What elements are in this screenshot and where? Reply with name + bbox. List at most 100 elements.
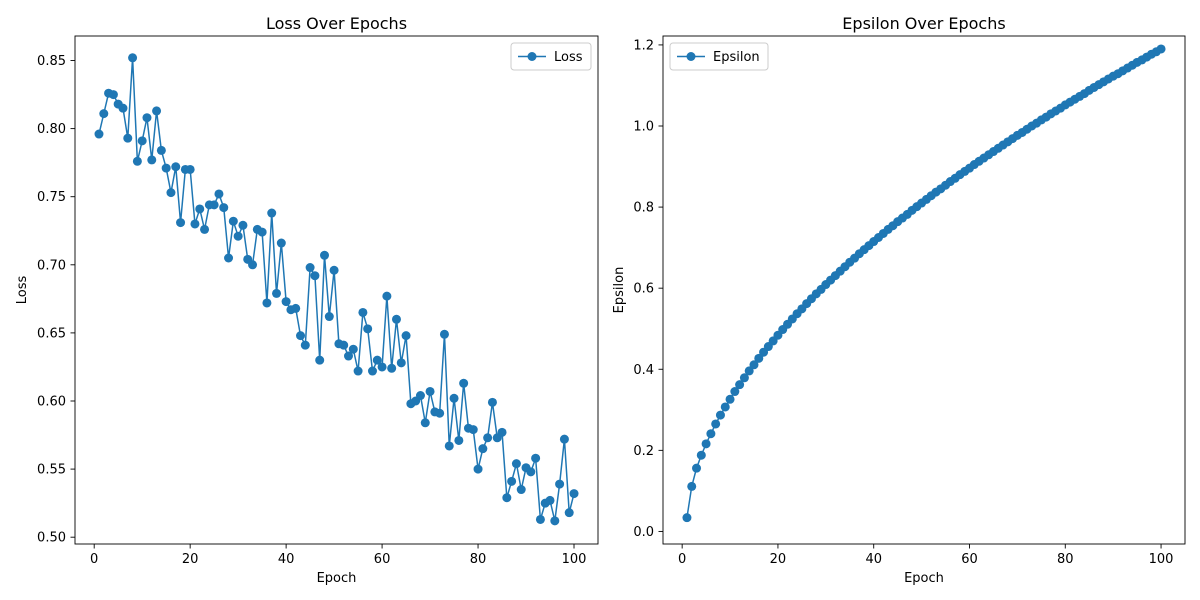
x-tick-label: 100 bbox=[562, 552, 587, 567]
data-point bbox=[358, 307, 368, 317]
data-point bbox=[137, 136, 147, 146]
data-point bbox=[1156, 44, 1166, 54]
data-point bbox=[219, 203, 229, 213]
data-point bbox=[555, 479, 565, 489]
data-point bbox=[682, 513, 692, 523]
axes-frame bbox=[662, 35, 1186, 545]
data-point bbox=[367, 366, 377, 376]
data-point bbox=[511, 459, 521, 469]
data-point bbox=[473, 464, 483, 474]
y-tick-label: 0.85 bbox=[37, 54, 66, 69]
data-point bbox=[272, 288, 282, 298]
axes-frame bbox=[74, 35, 599, 545]
data-point bbox=[730, 387, 740, 397]
data-point bbox=[692, 463, 702, 473]
x-tick-label: 20 bbox=[182, 552, 199, 567]
data-point bbox=[142, 113, 152, 123]
series-line-loss bbox=[98, 57, 575, 522]
data-point bbox=[468, 425, 478, 435]
data-point bbox=[300, 340, 310, 350]
loss-chart: Loss Over Epochs 0 20 40 60 80 100 0.50 0.55 0.60… bbox=[15, 14, 599, 586]
data-point bbox=[497, 427, 507, 437]
data-point bbox=[99, 109, 109, 119]
data-point bbox=[687, 481, 697, 491]
x-axis-label: Epoch bbox=[904, 571, 944, 586]
data-point bbox=[176, 218, 186, 228]
data-point bbox=[262, 298, 272, 308]
data-point bbox=[310, 271, 320, 281]
legend-label: Epsilon bbox=[713, 50, 760, 65]
data-point bbox=[228, 216, 238, 226]
y-tick-label: 0.0 bbox=[633, 525, 654, 540]
data-point bbox=[439, 329, 449, 339]
data-point bbox=[166, 188, 176, 198]
x-tick-label: 20 bbox=[770, 552, 787, 567]
y-tick-label: 0.60 bbox=[37, 394, 66, 409]
data-point bbox=[339, 340, 349, 350]
data-point bbox=[377, 362, 387, 372]
y-tick-label: 0.8 bbox=[633, 201, 654, 216]
data-point bbox=[363, 324, 373, 334]
data-point bbox=[449, 393, 459, 403]
y-tick-label: 0.75 bbox=[37, 190, 66, 205]
data-point bbox=[420, 418, 430, 428]
data-point bbox=[147, 155, 157, 165]
data-point bbox=[291, 303, 301, 313]
data-point bbox=[507, 476, 517, 486]
data-point bbox=[459, 378, 469, 388]
legend-box bbox=[510, 42, 592, 71]
y-axis-label: Loss bbox=[15, 276, 30, 305]
data-point bbox=[108, 90, 118, 100]
data-point bbox=[248, 260, 258, 270]
data-point bbox=[296, 331, 306, 341]
chart-title: Loss Over Epochs bbox=[266, 14, 407, 33]
data-point bbox=[569, 489, 579, 499]
data-point bbox=[401, 331, 411, 341]
data-point bbox=[391, 314, 401, 324]
data-point bbox=[156, 145, 166, 155]
x-axis-label: Epoch bbox=[317, 571, 357, 586]
data-point bbox=[200, 224, 210, 234]
data-point bbox=[372, 355, 382, 365]
y-tick-label: 0.70 bbox=[37, 258, 66, 273]
x-tick-label: 80 bbox=[470, 552, 487, 567]
data-point bbox=[444, 441, 454, 451]
data-point bbox=[706, 429, 716, 439]
data-point bbox=[276, 238, 286, 248]
y-tick-label: 0.65 bbox=[37, 326, 66, 341]
data-point bbox=[257, 227, 267, 237]
y-tick-label: 0.4 bbox=[633, 363, 654, 378]
legend-marker bbox=[527, 52, 537, 61]
data-point bbox=[320, 250, 330, 260]
x-tick-label: 40 bbox=[865, 552, 882, 567]
data-point bbox=[545, 495, 555, 505]
data-point bbox=[435, 408, 445, 418]
data-point bbox=[715, 410, 725, 420]
data-point bbox=[94, 129, 104, 139]
y-tick-label: 0.2 bbox=[633, 444, 654, 459]
y-tick-label: 0.50 bbox=[37, 531, 66, 546]
y-tick-label: 0.6 bbox=[633, 282, 654, 297]
x-tick-label: 80 bbox=[1057, 552, 1074, 567]
data-point bbox=[382, 291, 392, 301]
data-point bbox=[487, 397, 497, 407]
x-tick-label: 100 bbox=[1149, 552, 1174, 567]
data-point bbox=[516, 485, 526, 495]
data-point bbox=[725, 394, 735, 404]
data-point bbox=[396, 358, 406, 368]
data-point bbox=[739, 373, 749, 383]
data-point bbox=[233, 231, 243, 241]
data-point bbox=[123, 133, 133, 143]
data-point bbox=[238, 220, 248, 230]
data-point bbox=[720, 402, 730, 412]
data-point bbox=[315, 355, 325, 365]
data-point bbox=[209, 200, 219, 210]
data-point bbox=[118, 103, 128, 113]
data-point bbox=[425, 386, 435, 396]
x-tick-label: 60 bbox=[374, 552, 391, 567]
data-point bbox=[343, 351, 353, 361]
y-axis-label: Epsilon bbox=[612, 267, 627, 314]
data-point bbox=[735, 380, 745, 390]
data-point bbox=[329, 265, 339, 275]
